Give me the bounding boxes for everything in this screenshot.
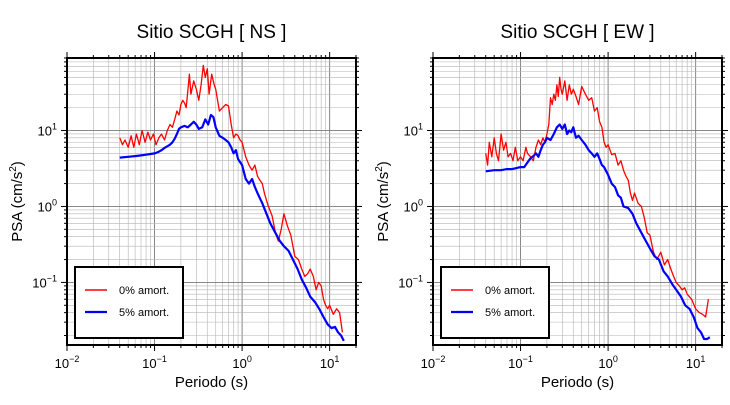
chart-panel-1: 10−2 10−1 100 101 10−1 100 101 Sitio SCGH [ NS … [8, 22, 362, 391]
y-tick-label: 100 [38, 197, 57, 214]
legend-label: 0% amort. [485, 285, 535, 297]
legend-label: 5% amort. [119, 307, 169, 319]
legend-label: 5% amort. [485, 307, 535, 319]
legend-box [74, 266, 184, 339]
y-axis-label: PSA (cm/s2) [8, 161, 26, 242]
plot-frame [66, 57, 357, 346]
chart-title: Sitio SCGH [ NS ] [137, 22, 287, 43]
legend-label: 0% amort. [119, 285, 169, 297]
series-line-damped [119, 113, 345, 342]
y-axis-label: PSA (cm/s2) [374, 161, 392, 242]
x-tick-label: 10−1 [142, 354, 167, 371]
series-line-damped [485, 123, 711, 341]
x-tick-label: 10−2 [55, 354, 80, 371]
x-axis-label: Periodo (s) [175, 374, 248, 391]
y-tick-label: 101 [404, 121, 423, 138]
chart-title: Sitio SCGH [ EW ] [500, 22, 654, 43]
legend-box [440, 266, 550, 339]
y-tick-label: 100 [404, 197, 423, 214]
y-tick-label: 101 [38, 121, 57, 138]
legend: 0% amort. 5% amort. [74, 266, 184, 339]
x-tick-label: 10−1 [508, 354, 533, 371]
x-tick-label: 101 [686, 354, 705, 371]
y-tick-label: 10−1 [398, 273, 423, 290]
x-tick-label: 10−2 [421, 354, 446, 371]
chart-panel-2: 10−2 10−1 100 101 10−1 100 101 Sitio SCGH [ EW … [374, 22, 728, 391]
legend: 0% amort. 5% amort. [440, 266, 550, 339]
x-axis-label: Periodo (s) [541, 374, 614, 391]
x-tick-label: 100 [598, 354, 617, 371]
x-tick-label: 100 [232, 354, 251, 371]
series-line-undamped [485, 76, 710, 318]
x-tick-label: 101 [320, 354, 339, 371]
plot-frame [432, 57, 723, 346]
series-line-undamped [119, 64, 344, 333]
y-tick-label: 10−1 [32, 273, 57, 290]
